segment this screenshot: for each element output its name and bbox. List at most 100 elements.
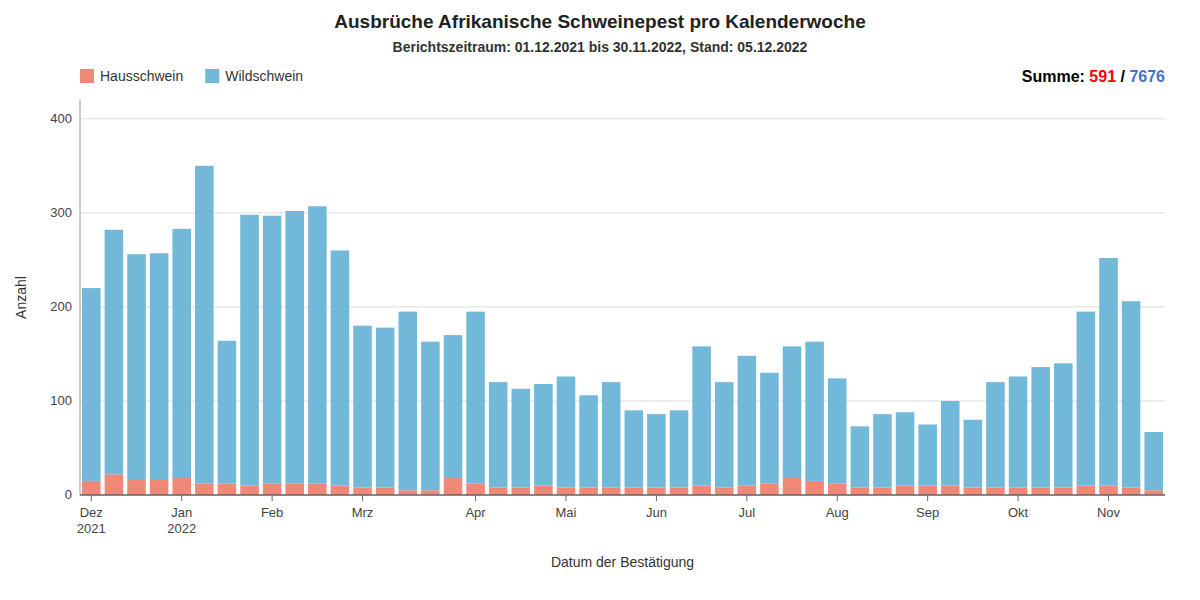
bar [240,215,259,486]
x-tick-label: Nov [1097,505,1121,520]
y-tick-label: 200 [50,299,72,314]
grid-line [80,118,1165,119]
bar [444,335,463,478]
subtitle: Berichtszeitraum: 01.12.2021 bis 30.11.2… [393,39,808,55]
bar [172,229,191,478]
bar [557,487,576,495]
x-tick-label: Jun [646,505,667,520]
x-tick-label: Jul [739,505,756,520]
bar [986,487,1005,495]
bar [285,211,304,484]
legend-label: Hausschwein [100,68,183,84]
bar [896,412,915,485]
x-tick [362,495,363,501]
bar [1122,487,1141,495]
legend-item: Hausschwein [80,68,183,84]
x-tick [746,495,747,501]
bar [557,377,576,488]
bar [263,484,282,495]
bar [692,486,711,495]
bar [896,486,915,495]
bar [512,389,531,488]
bar [82,481,101,495]
legend-item: Wildschwein [205,68,303,84]
bar [828,484,847,495]
x-tick [181,495,182,501]
bar [918,424,937,485]
x-tick-label-line: 2021 [77,521,106,536]
bar [263,216,282,484]
bar [127,254,146,480]
chart: Ausbrüche Afrikanische Schweinepest pro … [0,0,1200,600]
bar [512,487,531,495]
x-tick-label: Aug [826,505,849,520]
bar [1122,301,1141,487]
bar [240,486,259,495]
legend-label: Wildschwein [225,68,303,84]
y-tick-label: 300 [50,205,72,220]
bar [308,484,327,495]
bar [489,487,508,495]
x-tick-label-line: Sep [916,505,939,520]
bar [105,230,124,475]
bar [353,487,372,495]
bar [602,487,621,495]
y-axis-label: Anzahl [13,276,29,319]
summary-part: / [1116,68,1129,85]
bar [805,481,824,495]
y-axis: 0100200300400 [50,100,80,502]
bar [805,342,824,481]
x-tick [656,495,657,501]
bar [670,410,689,487]
x-tick-label: Dez2021 [77,505,106,536]
bar [760,484,779,495]
bar [1054,363,1073,487]
x-tick [837,495,838,501]
x-tick-label: Sep [916,505,939,520]
x-axis: Dez2021Jan2022FebMrzAprMaiJunJulAugSepOk… [77,495,1165,536]
bar [285,484,304,495]
bar [941,401,960,486]
bar [353,326,372,488]
x-tick-label-line: Dez [80,505,103,520]
y-tick-label: 100 [50,393,72,408]
bar [172,478,191,495]
background [0,0,1200,600]
bar [376,328,395,488]
y-tick-label: 0 [65,487,72,502]
x-tick-label-line: Apr [465,505,486,520]
x-tick-label-line: Jul [739,505,756,520]
x-tick-label: Jan2022 [167,505,196,536]
bar [218,341,237,484]
bar [602,382,621,487]
summary-part: 591 [1089,68,1116,85]
bar [444,478,463,495]
bar [783,478,802,495]
bar [150,479,169,495]
bar [760,373,779,484]
bar [534,486,553,495]
x-tick [1018,495,1019,501]
bar [625,410,644,487]
x-axis-line [80,494,1165,496]
bars [82,166,1163,495]
bar [127,480,146,495]
bar [579,487,598,495]
bar [964,487,983,495]
x-tick-label-line: Feb [261,505,283,520]
bar [851,487,870,495]
bar [195,484,214,495]
grid-line [80,212,1165,213]
bar [195,166,214,484]
bar [376,487,395,495]
bar [105,474,124,495]
bar [534,384,553,486]
x-tick-label-line: Jun [646,505,667,520]
bar [670,487,689,495]
bar [1077,312,1096,486]
bar [918,486,937,495]
bar [466,312,485,484]
bar [873,414,892,487]
bar [828,378,847,483]
legend-swatch [205,69,219,83]
